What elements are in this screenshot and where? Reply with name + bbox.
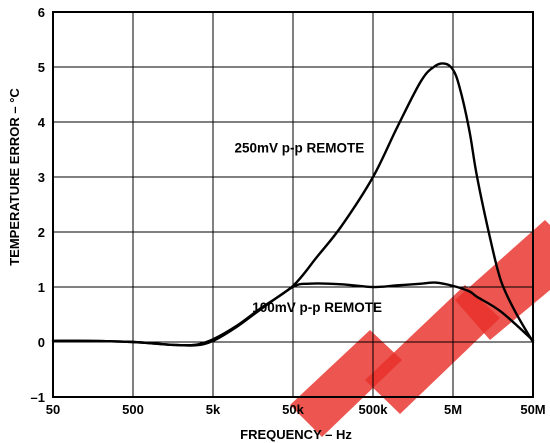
x-axis-title: FREQUENCY – Hz: [240, 427, 352, 442]
x-tick-label: 50M: [520, 402, 545, 417]
y-axis-title: TEMPERATURE ERROR – °C: [7, 88, 22, 266]
x-tick-label: 500k: [359, 402, 389, 417]
series-annotation: 100mV p-p REMOTE: [252, 300, 382, 315]
x-tick-label: 5M: [444, 402, 462, 417]
y-tick-label: 2: [38, 225, 45, 240]
x-tick-label: 50k: [282, 402, 304, 417]
y-tick-label: 5: [38, 60, 45, 75]
x-tick-label: 5k: [206, 402, 221, 417]
y-tick-label: 4: [38, 115, 46, 130]
tick-labels: 50 500 5k 50k 500k 5M 50M –1 0 1 2 3 4 5 6: [31, 5, 546, 417]
y-tick-label: –1: [31, 390, 45, 405]
annotations: 250mV p-p REMOTE 100mV p-p REMOTE: [234, 140, 382, 315]
y-tick-label: 3: [38, 170, 45, 185]
y-tick-label: 0: [38, 335, 45, 350]
x-tick-label: 500: [122, 402, 144, 417]
y-tick-label: 1: [38, 280, 45, 295]
y-tick-label: 6: [38, 5, 45, 20]
x-tick-label: 50: [46, 402, 60, 417]
red-stamp-watermark: [290, 220, 550, 437]
series-annotation: 250mV p-p REMOTE: [234, 140, 364, 155]
series-100mv-line: [51, 281, 535, 347]
series-lines: [51, 62, 535, 347]
plot-frame: [52, 11, 534, 398]
